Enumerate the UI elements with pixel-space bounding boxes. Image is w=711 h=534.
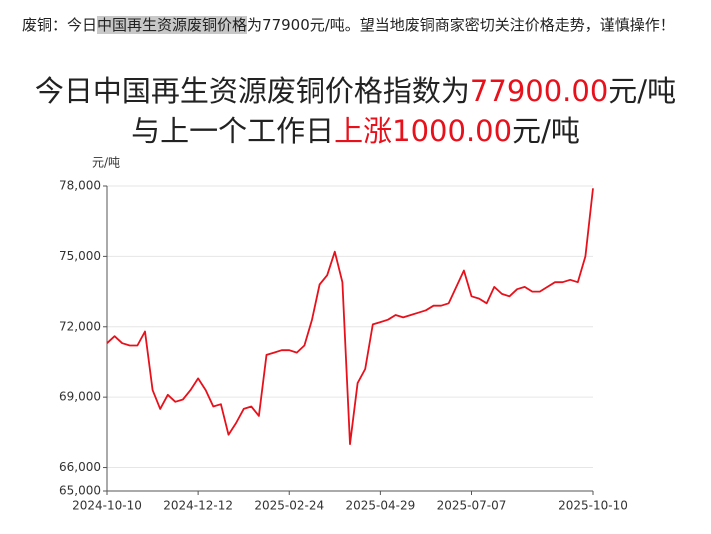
headline-text: 与上一个工作日 (131, 114, 335, 148)
headline-value: 上涨1000.00 (334, 114, 513, 148)
x-tick-label: 2025-02-24 (254, 499, 324, 513)
notice: 废铜：今日中国再生资源废铜价格为77900元/吨。望当地废铜商家密切关注价格走势… (22, 14, 675, 35)
y-tick-label: 69,000 (59, 390, 101, 404)
y-tick-label: 65,000 (59, 484, 101, 498)
headline: 与上一个工作日上涨1000.00元/吨 (0, 108, 711, 150)
notice-text: 为77900元/吨。望当地废铜商家密切关注价格走势，谨慎操作！ (247, 16, 675, 34)
notice-highlight: 中国再生资源废铜价格 (97, 16, 248, 34)
y-tick-label: 78,000 (59, 179, 101, 193)
y-tick-label: 72,000 (59, 319, 101, 333)
x-tick-label: 2024-10-10 (72, 499, 142, 513)
x-tick-label: 2025-04-29 (346, 499, 416, 513)
headline-text: 元/吨 (608, 74, 677, 108)
x-tick-label: 2025-07-07 (437, 499, 507, 513)
headline-text: 元/吨 (512, 114, 580, 148)
headline-text: 今日中国再生资源废铜价格指数为 (34, 74, 470, 108)
y-tick-label: 75,000 (59, 249, 101, 263)
x-tick-label: 2024-12-12 (163, 499, 233, 513)
headline: 今日中国再生资源废铜价格指数为77900.00元/吨 (0, 68, 711, 110)
headline-value: 77900.00 (469, 74, 609, 108)
x-tick-label: 2025-10-10 (558, 499, 628, 513)
y-tick-label: 66,000 (59, 460, 101, 474)
notice-text: 废铜：今日 (22, 16, 98, 34)
y-axis-label: 元/吨 (92, 156, 120, 170)
price-line (106, 188, 594, 445)
